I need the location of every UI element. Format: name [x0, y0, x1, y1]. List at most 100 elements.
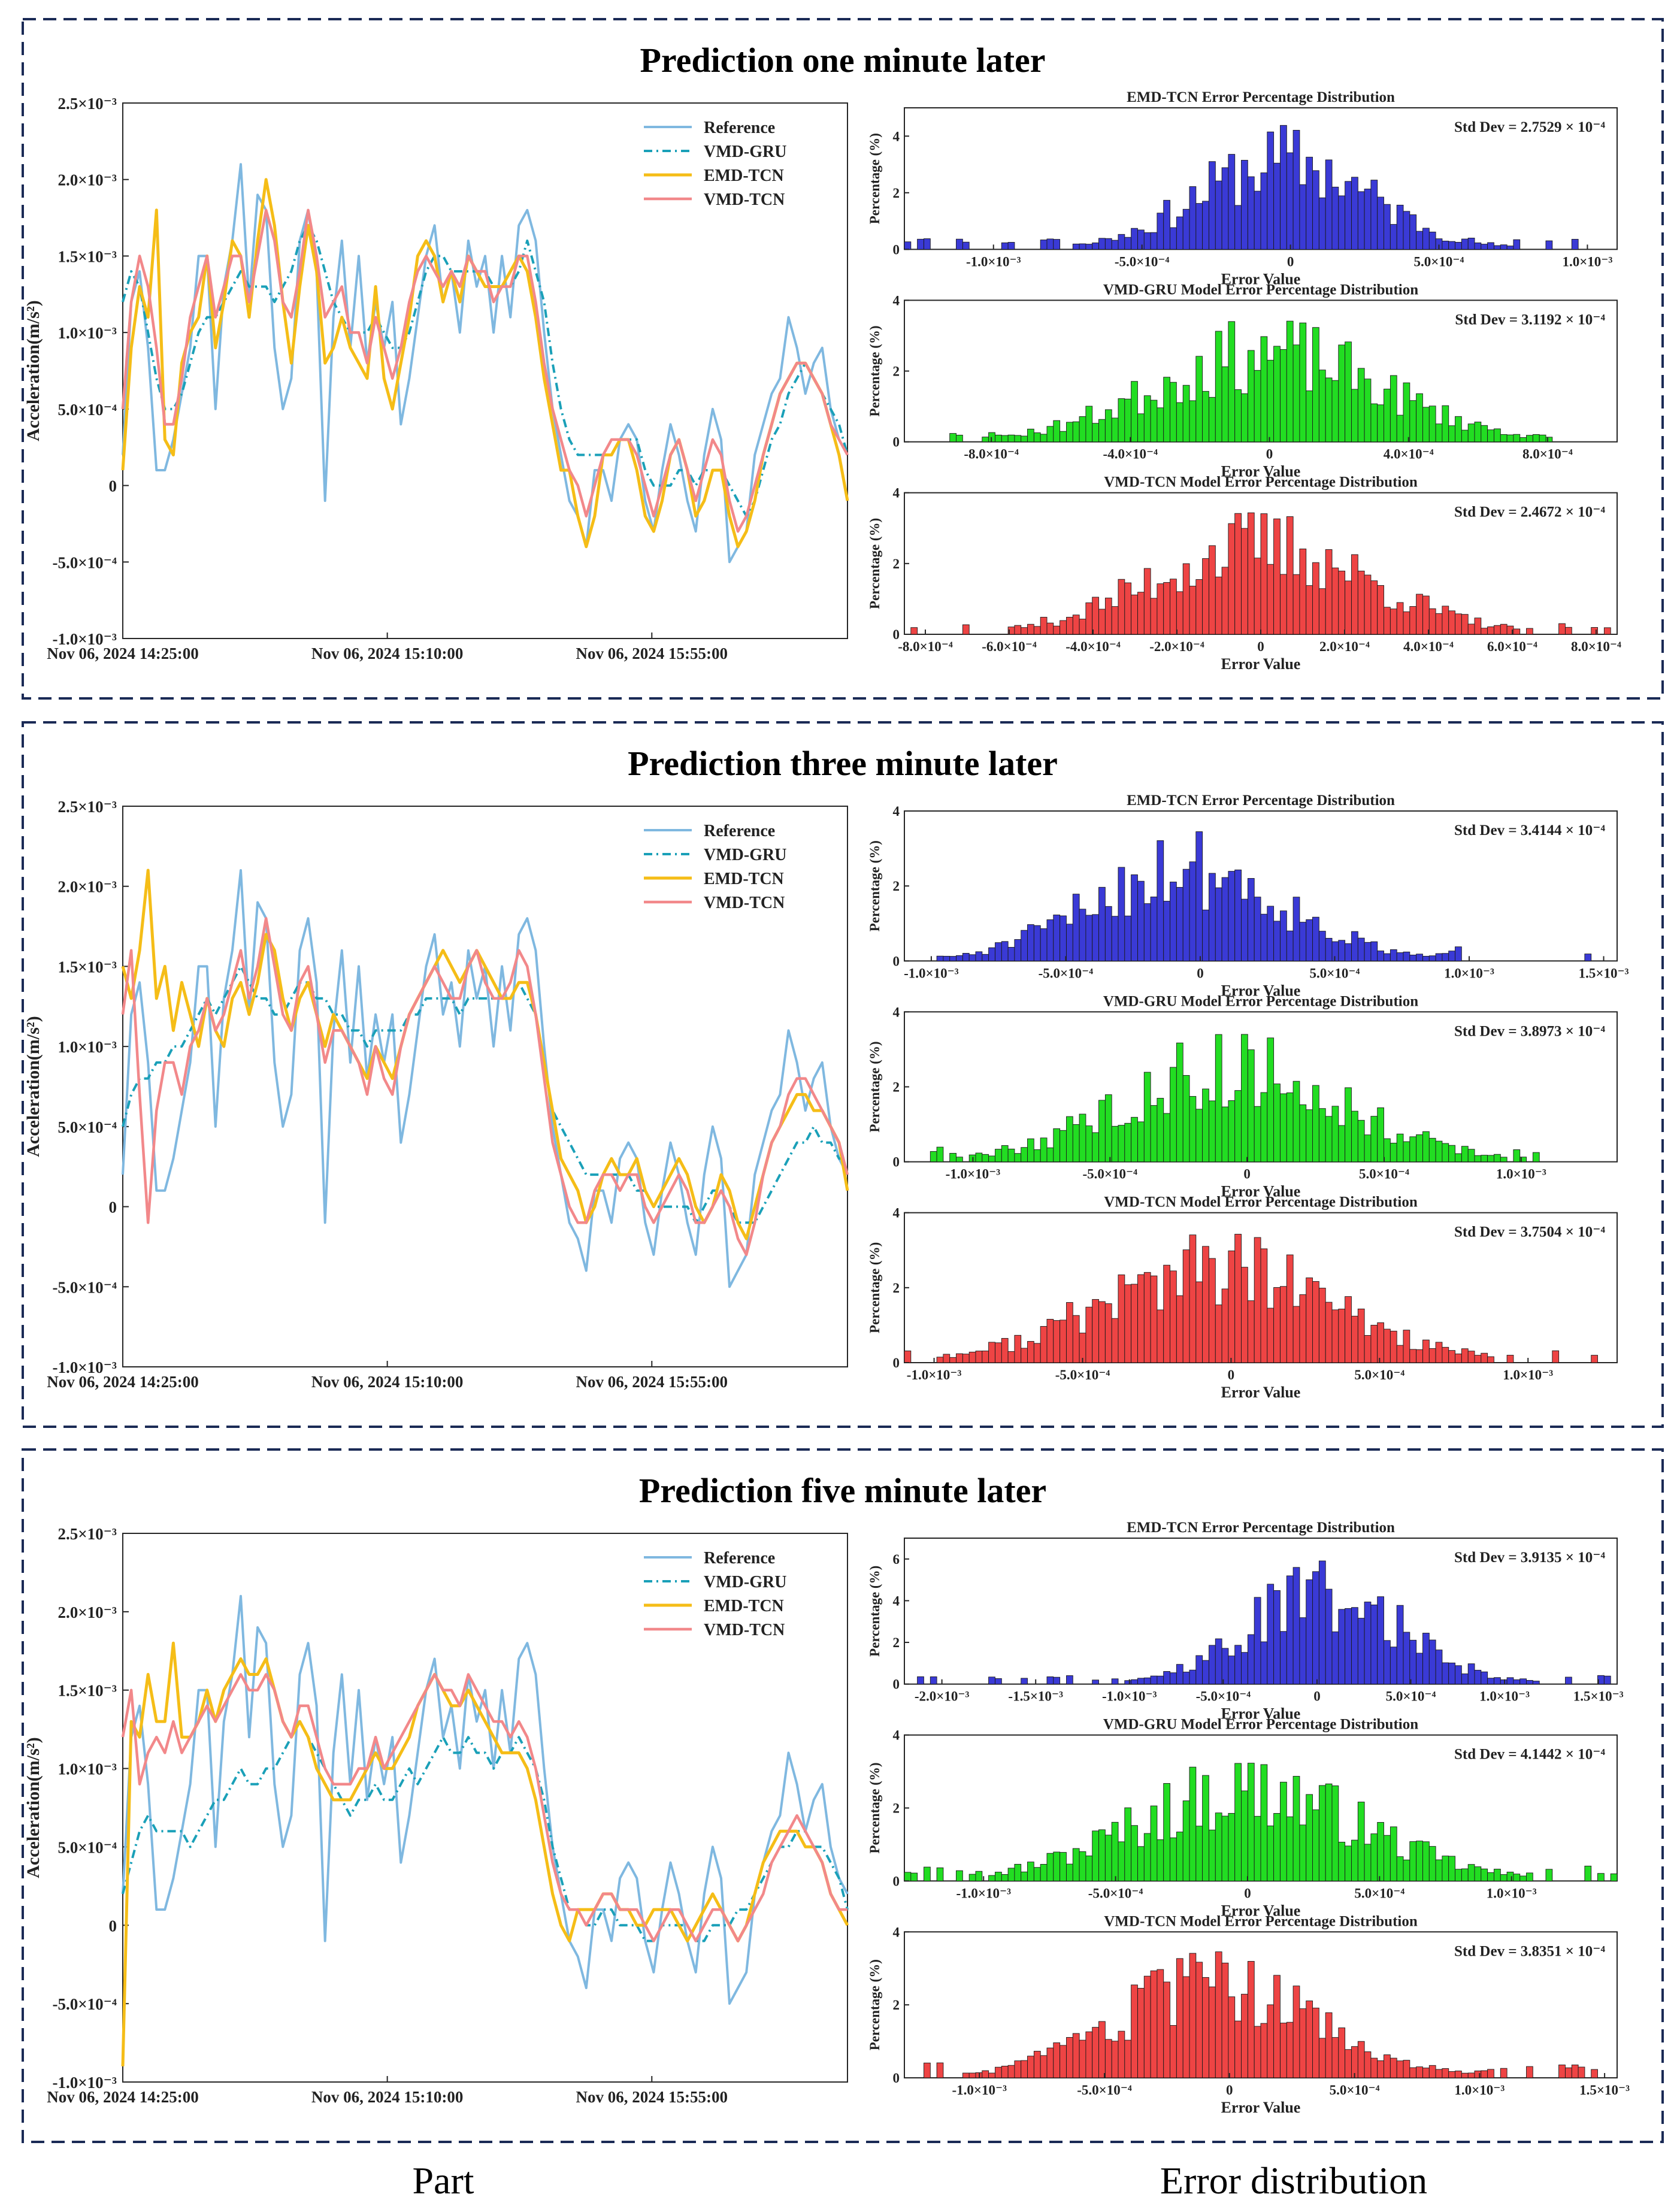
hist-bar — [1345, 943, 1352, 961]
hist-bar — [1001, 1874, 1009, 1881]
hist-bar — [1280, 574, 1287, 635]
x-tick-label: 8.0×10⁻⁴ — [1522, 447, 1573, 462]
hist-bar — [1591, 2069, 1598, 2078]
hist-bar — [1195, 1826, 1203, 1881]
hist-bar — [1241, 393, 1248, 443]
hist-bar — [1124, 1680, 1132, 1685]
hist-bar — [1267, 564, 1275, 635]
hist-bar — [1474, 1155, 1482, 1163]
hist-bar — [1170, 1270, 1177, 1363]
x-tick-label: 4.0×10⁻⁴ — [1384, 447, 1434, 462]
hist-bar — [1351, 1110, 1358, 1163]
x-tick-label: -4.0×10⁻⁴ — [1065, 639, 1121, 654]
hist-bar — [1513, 1874, 1521, 1881]
hist-bar — [1292, 1776, 1300, 1881]
hist-bar — [1046, 1853, 1054, 1881]
hist-bar — [1027, 1340, 1034, 1363]
hist-bar — [1111, 1318, 1119, 1363]
hist-bar — [1007, 434, 1015, 443]
hist-bar — [1053, 420, 1061, 443]
hist-bar — [1422, 1339, 1430, 1363]
x-tick-label: 5.0×10⁻⁴ — [1354, 1886, 1404, 1901]
y-tick-label: 0 — [893, 627, 900, 642]
hist-bar — [1494, 1677, 1501, 1685]
hist-bar — [1202, 201, 1209, 250]
hist-bar — [1176, 591, 1183, 635]
hist-bar — [1519, 1875, 1527, 1881]
hist-bar — [1241, 528, 1248, 635]
hist-bar — [1137, 592, 1145, 635]
hist-bar — [1409, 400, 1417, 443]
hist-bar — [988, 1875, 995, 1881]
hist-bar — [1221, 1815, 1229, 1881]
legend-entry: EMD-TCN — [704, 1597, 784, 1615]
y-tick-label: 4 — [893, 1593, 900, 1608]
y-tick-label: 0 — [893, 1155, 900, 1170]
std-dev-label: Std Dev = 4.1442 × 10⁻⁴ — [1454, 1747, 1605, 1763]
hist-bar — [1104, 597, 1112, 635]
x-tick-label: -1.0×10⁻³ — [966, 254, 1021, 269]
x-tick-label: -5.0×10⁻⁴ — [1039, 966, 1094, 981]
hist-bar — [1234, 1234, 1242, 1363]
hist-bar — [1384, 1640, 1391, 1685]
y-tick-label: 0 — [893, 2071, 900, 2086]
hist-bar — [1195, 1962, 1203, 2078]
hist-bar — [1364, 942, 1372, 961]
y-tick-label: 2 — [893, 1635, 900, 1650]
hist-bar — [1442, 1856, 1449, 1881]
hist-bar — [1176, 216, 1183, 250]
x-tick-label: 0 — [1228, 1367, 1235, 1382]
hist-bar — [1513, 434, 1521, 443]
hist-bar — [1603, 627, 1611, 635]
hist-bar — [1066, 1116, 1073, 1163]
hist-bar — [1396, 414, 1404, 443]
hist-bar — [1286, 320, 1294, 443]
y-tick-label: 0 — [109, 477, 117, 495]
hist-bar — [1280, 1631, 1287, 1685]
hist-bar — [1306, 1109, 1313, 1163]
hist-bar — [1092, 1299, 1099, 1363]
hist-bar — [1085, 1855, 1093, 1881]
x-tick-label: -5.0×10⁻⁴ — [1088, 1886, 1143, 1901]
x-tick-label: -1.0×10⁻³ — [1102, 1689, 1157, 1704]
hist-bar — [975, 1351, 983, 1363]
hist-bar — [1228, 523, 1236, 635]
y-tick-label: -1.0×10⁻³ — [53, 2074, 117, 2092]
hist-bar — [1390, 609, 1397, 635]
hist-bar — [1247, 350, 1255, 443]
x-tick-label: 0 — [1287, 254, 1294, 269]
hist-bar — [1461, 2072, 1469, 2078]
hist-bar — [1157, 1839, 1164, 1881]
series-line-emd-tcn — [121, 869, 849, 1240]
hist-y-label: Percentage (%) — [867, 1959, 882, 2050]
hist-bar — [1182, 385, 1190, 443]
hist-bar — [1014, 939, 1022, 961]
hist-bar — [1558, 2064, 1566, 2078]
hist-bar — [1422, 407, 1430, 443]
hist-bar — [1137, 1121, 1145, 1163]
hist-bar — [1273, 162, 1281, 250]
hist-bar — [1539, 434, 1546, 443]
hist-bar — [1021, 1348, 1028, 1363]
hist-bar — [1384, 953, 1391, 961]
hist-bar — [1461, 1868, 1469, 1881]
hist-bar — [1428, 955, 1436, 961]
hist-bar — [1060, 1320, 1067, 1363]
x-tick-label: -1.0×10⁻³ — [946, 1167, 1001, 1182]
y-tick-label: 1.0×10⁻³ — [58, 324, 117, 342]
hist-bar — [1299, 1104, 1307, 1163]
hist-bar — [1396, 602, 1404, 635]
hist-bar — [1234, 1090, 1242, 1163]
hist-bar — [1111, 417, 1119, 443]
hist-bar — [1455, 1153, 1462, 1163]
hist-bar — [1176, 402, 1183, 443]
hist-bar — [1422, 955, 1430, 961]
legend-entry: VMD-GRU — [704, 1573, 786, 1591]
hist-bar — [956, 955, 963, 961]
y-tick-label: 4 — [893, 1004, 900, 1019]
hist-bar — [1448, 1145, 1455, 1163]
hist-bar — [1182, 563, 1190, 635]
hist-bar — [1377, 951, 1384, 961]
hist-bar — [1390, 1142, 1397, 1163]
hist-bar — [1124, 1284, 1132, 1363]
